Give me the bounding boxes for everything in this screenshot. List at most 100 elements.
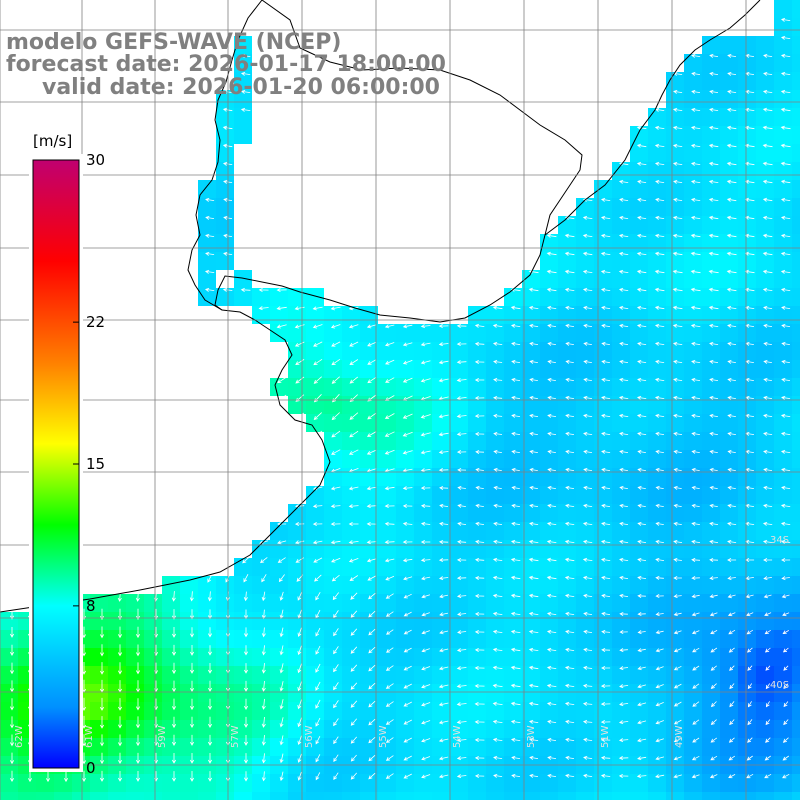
wind-arrow	[709, 485, 718, 490]
wind-arrow	[710, 701, 717, 708]
wind-cell	[720, 738, 738, 756]
wind-arrow	[780, 215, 791, 220]
wind-cell	[504, 360, 522, 378]
wind-cell	[648, 216, 666, 234]
wind-cell	[594, 342, 612, 360]
wind-cell	[756, 738, 774, 756]
wind-arrow	[240, 107, 251, 112]
wind-arrow	[710, 755, 718, 761]
wind-arrow	[457, 467, 467, 472]
wind-cell	[234, 648, 252, 666]
wind-cell	[198, 666, 216, 684]
wind-cell	[792, 666, 800, 684]
wind-cell	[576, 684, 594, 702]
wind-arrow	[655, 720, 664, 725]
wind-cell	[504, 576, 522, 594]
wind-arrow	[421, 774, 431, 779]
wind-cell	[558, 630, 576, 648]
wind-arrow	[529, 755, 539, 760]
wind-arrow	[692, 737, 700, 743]
wind-cell	[414, 486, 432, 504]
wind-cell	[0, 666, 18, 684]
wind-arrow	[420, 539, 431, 545]
wind-arrow	[583, 413, 593, 418]
wind-arrow	[619, 702, 629, 707]
wind-arrow	[727, 449, 736, 454]
wind-arrow	[368, 772, 376, 780]
wind-cell	[432, 504, 450, 522]
wind-cell	[630, 342, 648, 360]
wind-cell	[504, 306, 522, 324]
wind-arrow	[619, 521, 629, 526]
wind-cell	[414, 630, 432, 648]
wind-arrow	[207, 771, 213, 782]
wind-cell	[108, 792, 126, 800]
wind-arrow	[672, 251, 683, 256]
wind-cell	[234, 702, 252, 720]
wind-cell	[738, 198, 756, 216]
wind-cell	[738, 144, 756, 162]
wind-cell	[684, 54, 702, 72]
wind-cell	[18, 774, 36, 792]
wind-arrow	[474, 647, 485, 653]
wind-cell	[450, 450, 468, 468]
wind-cell	[486, 396, 504, 414]
wind-cell	[396, 450, 414, 468]
wind-cell	[162, 612, 180, 630]
wind-cell	[612, 648, 630, 666]
wind-arrow	[420, 558, 431, 563]
wind-cell	[774, 684, 792, 702]
wind-arrow	[171, 662, 177, 675]
wind-arrow	[492, 575, 503, 580]
wind-arrow	[438, 666, 449, 671]
wind-arrow	[384, 504, 395, 509]
wind-arrow	[762, 197, 773, 202]
wind-cell	[450, 486, 468, 504]
wind-cell	[360, 720, 378, 738]
wind-cell	[396, 684, 414, 702]
wind-arrow	[655, 684, 664, 689]
wind-arrow	[474, 773, 485, 779]
wind-arrow	[510, 701, 521, 706]
wind-cell	[630, 702, 648, 720]
wind-arrow	[619, 467, 628, 472]
wind-cell	[36, 792, 54, 800]
wind-arrow	[278, 574, 285, 583]
wind-cell	[702, 684, 720, 702]
wind-cell	[0, 612, 18, 630]
wind-cell	[738, 612, 756, 630]
wind-arrow	[637, 503, 646, 508]
wind-arrow	[655, 503, 664, 508]
wind-arrow	[582, 683, 593, 688]
wind-cell	[774, 162, 792, 180]
wind-arrow	[135, 662, 141, 675]
wind-arrow	[243, 698, 249, 711]
wind-cell	[558, 612, 576, 630]
wind-arrow	[402, 450, 413, 455]
wind-cell	[450, 414, 468, 432]
wind-cell	[774, 108, 792, 126]
wind-cell	[702, 252, 720, 270]
wind-cell	[522, 666, 540, 684]
wind-cell	[540, 648, 558, 666]
wind-cell	[396, 774, 414, 792]
wind-cell	[450, 612, 468, 630]
wind-arrow	[727, 557, 737, 563]
wind-arrow	[763, 449, 773, 454]
wind-cell	[756, 558, 774, 576]
wind-arrow	[492, 323, 503, 328]
longitude-label: 54W	[452, 725, 463, 748]
wind-cell	[504, 540, 522, 558]
wind-arrow	[474, 413, 485, 419]
wind-cell	[90, 702, 108, 720]
wind-cell	[738, 162, 756, 180]
wind-cell	[684, 774, 702, 792]
wind-cell	[792, 378, 800, 396]
wind-cell	[576, 288, 594, 306]
wind-arrow	[511, 503, 520, 508]
wind-arrow	[368, 736, 376, 744]
wind-cell	[756, 108, 774, 126]
wind-cell	[342, 648, 360, 666]
wind-arrow	[295, 557, 305, 563]
